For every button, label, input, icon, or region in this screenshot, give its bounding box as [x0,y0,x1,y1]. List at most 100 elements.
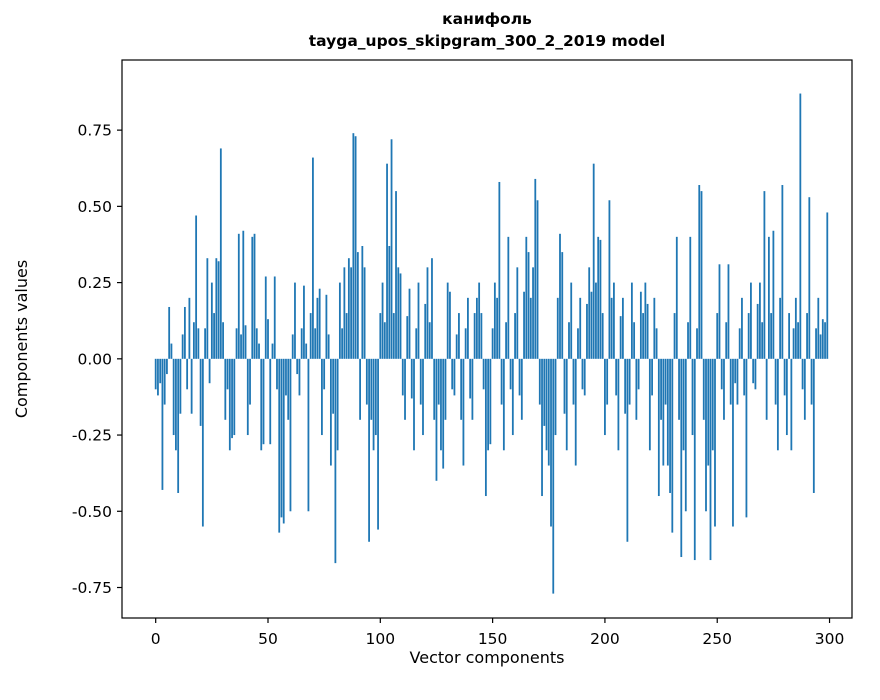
bar [619,316,622,359]
bar [626,358,629,542]
bar [428,322,431,359]
bar [572,358,575,405]
bar [408,288,411,359]
bar [312,157,314,359]
bar [532,267,534,359]
bar [750,282,752,359]
bar [759,282,761,359]
y-tick-label: 0.00 [77,350,112,368]
bar [372,358,375,451]
bar [352,133,355,359]
bar [514,313,516,359]
bar [779,297,782,359]
bar [653,297,656,359]
bar [327,334,330,359]
bar [527,252,530,359]
bar [449,291,451,359]
bar [657,358,660,497]
bar [554,358,557,436]
bar [772,230,775,359]
bar [437,358,440,405]
bar [446,282,449,359]
bar [475,297,478,359]
bar [628,358,631,405]
bar [702,358,705,420]
bar [745,358,748,518]
y-axis-label: Components values [12,260,31,418]
bar [678,358,680,420]
bar [354,136,357,359]
bar [520,358,523,420]
bar [363,267,366,359]
bar [208,358,211,384]
y-tick-label: -0.75 [72,579,112,597]
bar [707,358,710,466]
bar [192,322,195,359]
bar [732,358,734,527]
bar [166,358,168,375]
bar [610,297,613,359]
bar [642,313,645,359]
bar [783,358,786,396]
bar [228,358,231,451]
bar [723,358,725,420]
bar [529,297,532,359]
bar [469,358,472,399]
bar [801,358,804,390]
bar [662,358,665,466]
bar [458,313,460,359]
bar [370,358,373,420]
bar [810,358,813,405]
bar [157,358,159,396]
y-tick-label: 0.50 [77,198,112,216]
bar [462,358,465,466]
bar [646,303,649,359]
x-tick-label: 200 [590,630,620,648]
bar [700,191,703,359]
bar [552,358,555,594]
bar [154,358,157,390]
y-tick-label: 0.25 [77,274,112,292]
x-tick-label: 50 [258,630,278,648]
bar [819,334,822,359]
bar [581,358,584,390]
bar [237,233,240,359]
y-tick-label: 0.75 [77,122,112,140]
bar [595,282,597,359]
bar [422,358,424,436]
bar [797,322,799,359]
bar [361,246,364,359]
bar [752,358,755,384]
bar [444,358,447,420]
bar [309,313,312,359]
bar [305,343,308,359]
bar [291,334,294,359]
bar [511,358,514,436]
bar [467,297,469,359]
bar [669,358,671,493]
bar [417,282,420,359]
bar [455,334,458,359]
bar [705,358,707,512]
bar [505,322,507,359]
bar [226,358,229,390]
bar [824,322,826,359]
bar [763,191,766,359]
bar [175,358,177,451]
bar [303,285,305,359]
bar [204,328,207,359]
bar [608,200,611,359]
bar [714,358,716,527]
bar [756,303,759,359]
bar [541,358,543,497]
bar [406,316,409,359]
y-tick-label: -0.25 [72,427,112,445]
bar [586,303,588,359]
bar [332,358,335,414]
bar [651,358,653,396]
bar [213,313,215,359]
bar [738,328,741,359]
bar [431,258,433,359]
bar [426,267,429,359]
bar [321,358,323,436]
